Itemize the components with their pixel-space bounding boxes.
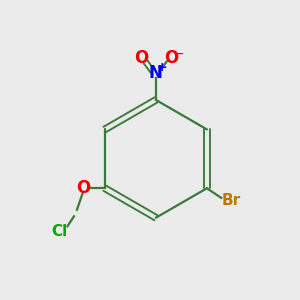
Text: O: O — [134, 50, 148, 68]
Text: Br: Br — [222, 193, 241, 208]
Text: +: + — [157, 61, 168, 74]
Text: Cl: Cl — [51, 224, 68, 239]
Text: −: − — [172, 47, 184, 61]
Text: O: O — [76, 179, 90, 197]
Text: N: N — [149, 64, 163, 82]
Text: O: O — [164, 50, 178, 68]
